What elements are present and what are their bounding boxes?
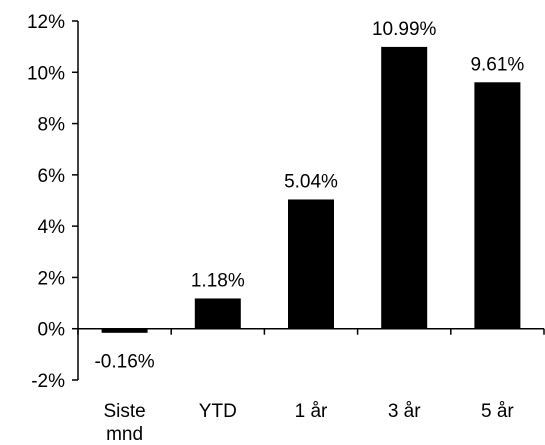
y-tick-label: 2% — [38, 268, 66, 289]
data-label: 5.04% — [284, 171, 338, 192]
y-tick-label: 12% — [27, 12, 65, 33]
x-tick-label: YTD — [199, 401, 237, 422]
y-tick-label: 10% — [27, 63, 65, 84]
x-tick-label: 5 år — [481, 401, 514, 422]
data-label: 10.99% — [372, 19, 437, 40]
data-label: -0.16% — [94, 352, 154, 373]
y-tick-label: 0% — [38, 320, 66, 341]
bar — [194, 298, 241, 329]
x-tick-label: mnd — [106, 424, 143, 445]
x-axis — [77, 327, 545, 335]
bar — [101, 328, 148, 333]
y-tick-label: 4% — [38, 217, 66, 238]
x-tick-label: 3 år — [388, 401, 421, 422]
data-label: 1.18% — [191, 270, 245, 291]
bars — [101, 46, 521, 333]
data-label: 9.61% — [470, 54, 524, 75]
bar — [288, 199, 334, 329]
x-tick-label: Siste — [103, 401, 145, 422]
bar — [381, 46, 428, 329]
x-tick-label: 1 år — [295, 401, 328, 422]
y-tick-label: 6% — [38, 166, 66, 187]
y-axis: -2% 0% 2% 4% 6% 8% 10% 12% — [27, 12, 79, 392]
bar — [474, 82, 521, 329]
y-tick-label: 8% — [38, 115, 66, 136]
data-labels: -0.16% 1.18% 5.04% 10.99% 9.61% — [94, 19, 524, 373]
y-tick-label: -2% — [31, 371, 65, 392]
